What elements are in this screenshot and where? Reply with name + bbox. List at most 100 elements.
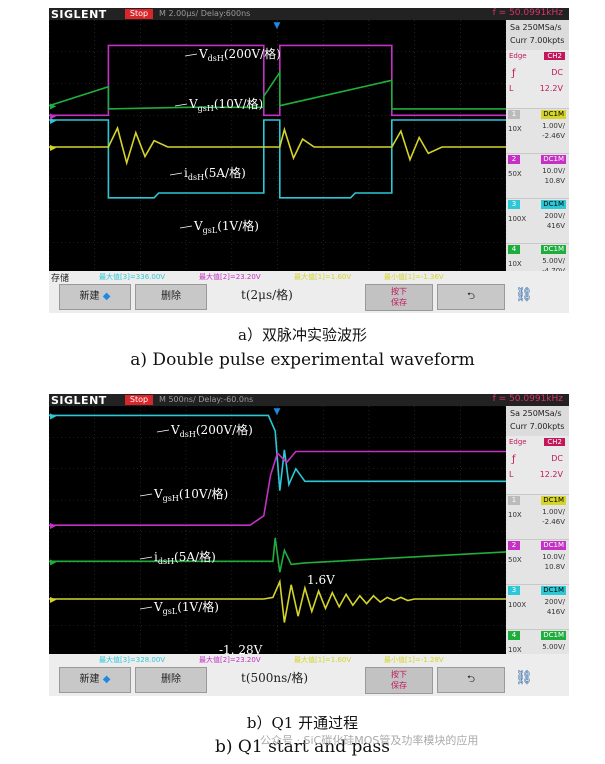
channel-coupling: DC1M — [541, 541, 566, 550]
channel-coupling: DC1M — [541, 586, 566, 595]
series-annotation: idsH(5A/格) — [169, 165, 246, 182]
annotation-leader — [139, 556, 153, 560]
series-v-gsl — [49, 125, 506, 166]
trigger-position-marker[interactable]: ▼ — [274, 407, 281, 417]
run-stop-status[interactable]: Stop — [125, 395, 153, 405]
annotation-text: idsH(5A/格) — [154, 549, 216, 566]
channel-1-box[interactable]: 1 DC1M 10X 1.00V/-2.46V — [506, 494, 569, 540]
trigger-panel[interactable]: Edge CH2 ƒ DC L 12.2V — [506, 436, 569, 494]
measurement: 最大值[2]=23.20V — [199, 273, 261, 281]
x-axis-label: t(2μs/格) — [241, 288, 293, 302]
delete-button[interactable]: 删除 — [135, 667, 207, 693]
series-annotation: VdsH(200V/格) — [184, 46, 281, 63]
back-button[interactable]: ⮌ — [437, 667, 505, 693]
channel-probe: 50X — [508, 170, 522, 178]
series-annotation: idsH(5A/格) — [139, 549, 216, 566]
measurement: 最大值[3]=328.00V — [99, 656, 166, 664]
measurement: 最大值[2]=23.20V — [199, 656, 261, 664]
frequency-readout: f = 50.0991kHz — [492, 8, 563, 18]
trigger-source: CH2 — [544, 438, 565, 446]
oscilloscope-screen-b: SIGLENT Stop M 500ns/ Delay:-60.0ns f = … — [49, 394, 569, 696]
channel-number: 4 — [508, 631, 520, 640]
annotation-leader — [184, 53, 198, 57]
channel-3-box[interactable]: 3 DC1M 100X 200V/416V — [506, 198, 569, 244]
caption-a-zh: a）双脉冲实验波形 — [238, 326, 367, 344]
trigger-source: CH2 — [544, 52, 565, 60]
channel-marker[interactable]: ▶ — [50, 557, 57, 566]
series-v-gsl — [49, 578, 506, 623]
new-button[interactable]: 新建 ◆ — [59, 284, 131, 310]
channel-number: 2 — [508, 155, 520, 164]
new-button[interactable]: 新建 ◆ — [59, 667, 131, 693]
channel-probe: 100X — [508, 601, 527, 609]
series-v-gsh — [49, 450, 506, 526]
channel-number: 3 — [508, 586, 520, 595]
watermark: 公众号 · SiC碳化硅MOS管及功率模块的应用 — [260, 734, 479, 747]
series-annotation: VgsL(1V/格) — [179, 218, 259, 235]
caption-b-en: b) Q1 start and pass — [215, 737, 390, 757]
save-button[interactable]: 按下 保存 — [365, 667, 433, 694]
delete-button[interactable]: 删除 — [135, 284, 207, 310]
value-label: -1. 28V — [219, 643, 263, 657]
memory-depth: Curr 7.00kpts — [510, 36, 565, 45]
channel-scale: 1.00V/-2.46V — [542, 508, 565, 526]
channel-2-box[interactable]: 2 DC1M 50X 10.0V/10.8V — [506, 539, 569, 585]
series-annotation: VdsH(200V/格) — [156, 422, 253, 439]
channel-marker[interactable]: ▶ — [50, 411, 57, 420]
annotation-leader — [174, 103, 188, 107]
frequency-readout: f = 50.0991kHz — [492, 394, 563, 404]
channel-marker[interactable]: ▶ — [50, 521, 57, 530]
oscilloscope-screen-a: SIGLENT Stop M 2.00μs/ Delay:600ns f = 5… — [49, 8, 569, 313]
siglent-logo: SIGLENT — [51, 8, 107, 21]
trigger-panel[interactable]: Edge CH2 ƒ DC L 12.2V — [506, 50, 569, 108]
return-arrow-icon: ⮌ — [466, 291, 475, 302]
trigger-type: Edge — [509, 438, 527, 446]
annotation-text: VgsH(10V/格) — [188, 96, 263, 113]
trigger-coupling: DC — [551, 68, 563, 77]
channel-marker[interactable]: ▶ — [50, 116, 57, 125]
channel-marker[interactable]: ▶ — [50, 111, 57, 120]
annotation-text: VdsH(200V/格) — [170, 422, 253, 439]
series-annotation: VgsH(10V/格) — [139, 486, 228, 503]
memory-depth: Curr 7.00kpts — [510, 422, 565, 431]
series-v-dsh — [49, 414, 506, 491]
channel-1-box[interactable]: 1 DC1M 10X 1.00V/-2.46V — [506, 108, 569, 154]
channel-coupling: DC1M — [541, 155, 566, 164]
measurement: 最小值[1]=-1.28V — [384, 656, 444, 664]
annotation-leader — [156, 429, 170, 433]
channel-number: 1 — [508, 110, 520, 119]
caption-b-zh: b）Q1 开通过程 — [246, 714, 359, 732]
trigger-level-label: L — [509, 84, 514, 93]
channel-coupling: DC1M — [541, 245, 566, 254]
caption-a-en: a) Double pulse experimental waveform — [130, 350, 475, 370]
control-bar-a: 存储 最大值[3]=336.00V 最大值[2]=23.20V 最大值[1]=1… — [49, 271, 569, 313]
channel-marker[interactable]: ▶ — [50, 102, 57, 111]
series-annotation: VgsH(10V/格) — [174, 96, 263, 113]
side-panel-a: Sa 250MSa/s Curr 7.00kpts Edge CH2 ƒ DC … — [506, 20, 569, 291]
channel-coupling: DC1M — [541, 200, 566, 209]
channel-3-box[interactable]: 3 DC1M 100X 200V/416V — [506, 584, 569, 630]
channel-coupling: DC1M — [541, 496, 566, 505]
network-icon: ⛓ — [515, 287, 533, 303]
annotation-text: VdsH(200V/格) — [198, 46, 281, 63]
scope-header-b: SIGLENT Stop M 500ns/ Delay:-60.0ns f = … — [49, 394, 569, 407]
run-stop-status[interactable]: Stop — [125, 9, 153, 19]
back-button[interactable]: ⮌ — [437, 284, 505, 310]
annotation-leader — [139, 606, 153, 610]
save-button[interactable]: 按下 保存 — [365, 284, 433, 311]
channel-2-box[interactable]: 2 DC1M 50X 10.0V/10.8V — [506, 153, 569, 199]
control-bar-b: 最大值[3]=328.00V 最大值[2]=23.20V 最大值[1]=1.60… — [49, 654, 569, 696]
channel-marker[interactable]: ▶ — [50, 595, 57, 604]
measurement: 最大值[1]=1.60V — [294, 273, 352, 281]
channel-number: 2 — [508, 541, 520, 550]
timebase-readout: M 500ns/ Delay:-60.0ns — [159, 395, 254, 404]
annotation-leader — [169, 172, 183, 176]
channel-marker[interactable]: ▶ — [50, 143, 57, 152]
trigger-position-marker[interactable]: ▼ — [274, 21, 281, 31]
sample-rate: Sa 250MSa/s — [510, 23, 562, 32]
rising-edge-icon: ƒ — [512, 68, 516, 79]
channel-probe: 10X — [508, 511, 522, 519]
rising-edge-icon: ƒ — [512, 454, 516, 465]
series-annotation: VgsL(1V/格) — [139, 599, 219, 616]
